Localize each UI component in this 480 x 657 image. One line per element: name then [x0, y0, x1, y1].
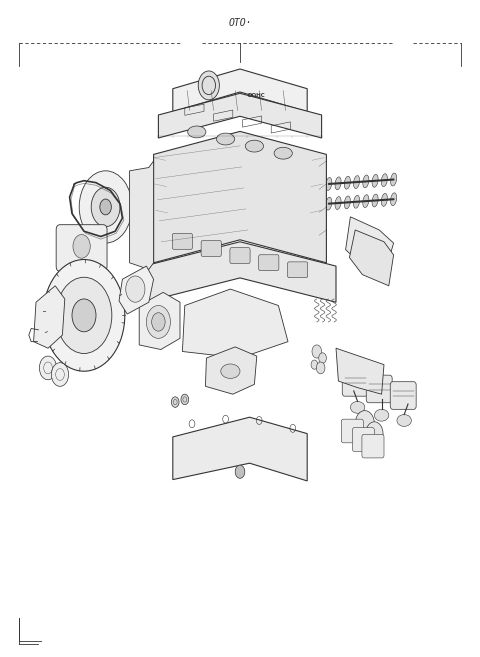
FancyBboxPatch shape [341, 419, 363, 443]
Ellipse shape [350, 401, 365, 413]
FancyBboxPatch shape [342, 369, 368, 396]
FancyBboxPatch shape [56, 225, 107, 271]
Circle shape [91, 187, 120, 227]
Ellipse shape [221, 364, 240, 378]
Ellipse shape [245, 140, 264, 152]
Ellipse shape [326, 177, 332, 191]
FancyBboxPatch shape [201, 240, 221, 256]
Polygon shape [34, 286, 65, 348]
Text: DOHC: DOHC [248, 93, 265, 98]
FancyBboxPatch shape [352, 428, 374, 451]
Ellipse shape [372, 174, 378, 187]
Polygon shape [336, 348, 384, 394]
Polygon shape [144, 242, 336, 302]
Ellipse shape [363, 175, 369, 188]
Ellipse shape [381, 193, 387, 206]
Ellipse shape [216, 133, 235, 145]
FancyBboxPatch shape [366, 375, 392, 403]
Ellipse shape [391, 173, 396, 186]
Polygon shape [346, 217, 394, 276]
Polygon shape [130, 161, 154, 269]
Circle shape [126, 276, 145, 302]
Text: OTO·: OTO· [228, 18, 252, 28]
Ellipse shape [335, 177, 341, 190]
FancyBboxPatch shape [390, 382, 416, 409]
FancyBboxPatch shape [259, 255, 279, 271]
Ellipse shape [344, 196, 350, 209]
FancyBboxPatch shape [172, 233, 192, 249]
Circle shape [312, 345, 322, 358]
Circle shape [39, 356, 57, 380]
Circle shape [79, 171, 132, 243]
Polygon shape [173, 69, 307, 112]
Ellipse shape [354, 195, 360, 208]
Ellipse shape [363, 194, 369, 208]
Ellipse shape [354, 175, 360, 189]
Ellipse shape [344, 176, 350, 189]
Circle shape [316, 362, 325, 374]
Polygon shape [158, 93, 322, 138]
Ellipse shape [372, 194, 378, 207]
Polygon shape [349, 230, 394, 286]
Circle shape [72, 299, 96, 332]
Polygon shape [139, 292, 180, 350]
Ellipse shape [274, 147, 292, 159]
Circle shape [198, 71, 219, 100]
Circle shape [56, 277, 112, 353]
Circle shape [355, 411, 374, 437]
Circle shape [181, 394, 189, 405]
Polygon shape [154, 131, 326, 263]
Ellipse shape [391, 193, 396, 206]
Circle shape [43, 260, 125, 371]
Polygon shape [205, 347, 257, 394]
Ellipse shape [326, 197, 332, 210]
Circle shape [51, 363, 69, 386]
Circle shape [171, 397, 179, 407]
FancyBboxPatch shape [230, 248, 250, 263]
Ellipse shape [381, 173, 387, 187]
Circle shape [319, 353, 326, 363]
Polygon shape [173, 417, 307, 481]
Ellipse shape [335, 196, 341, 210]
Ellipse shape [188, 126, 206, 138]
Ellipse shape [374, 409, 389, 421]
Circle shape [152, 313, 165, 331]
FancyBboxPatch shape [288, 262, 308, 278]
Polygon shape [182, 289, 288, 358]
Circle shape [235, 465, 245, 478]
Circle shape [146, 306, 170, 338]
Circle shape [73, 235, 90, 258]
Polygon shape [119, 266, 154, 314]
Ellipse shape [397, 415, 411, 426]
Circle shape [100, 199, 111, 215]
Circle shape [311, 360, 318, 369]
Circle shape [366, 422, 383, 445]
FancyBboxPatch shape [362, 434, 384, 458]
